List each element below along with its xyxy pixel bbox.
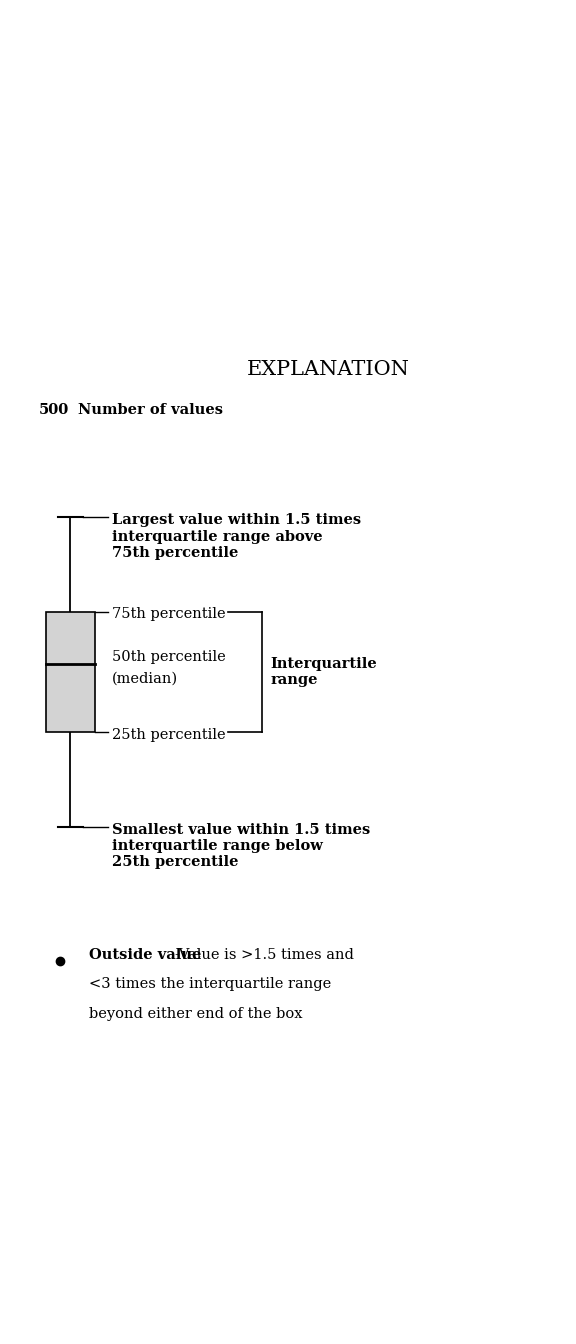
Text: Number of values: Number of values <box>78 403 223 417</box>
Text: 500: 500 <box>39 403 69 417</box>
Text: -Value is >1.5 times and: -Value is >1.5 times and <box>175 948 354 961</box>
Text: 75th percentile: 75th percentile <box>112 607 226 621</box>
Text: 50th percentile: 50th percentile <box>112 650 226 664</box>
Text: Interquartile
range: Interquartile range <box>271 657 377 687</box>
Text: (median): (median) <box>112 672 179 685</box>
Text: 25th percentile: 25th percentile <box>112 728 226 742</box>
Text: Largest value within 1.5 times
interquartile range above
75th percentile: Largest value within 1.5 times interquar… <box>112 513 362 560</box>
Text: Smallest value within 1.5 times
interquartile range below
25th percentile: Smallest value within 1.5 times interqua… <box>112 823 370 870</box>
Text: beyond either end of the box: beyond either end of the box <box>89 1007 303 1020</box>
Text: EXPLANATION: EXPLANATION <box>247 360 410 379</box>
Bar <box>46 612 95 732</box>
Text: Outside value: Outside value <box>89 948 202 961</box>
Text: <3 times the interquartile range: <3 times the interquartile range <box>89 977 332 991</box>
